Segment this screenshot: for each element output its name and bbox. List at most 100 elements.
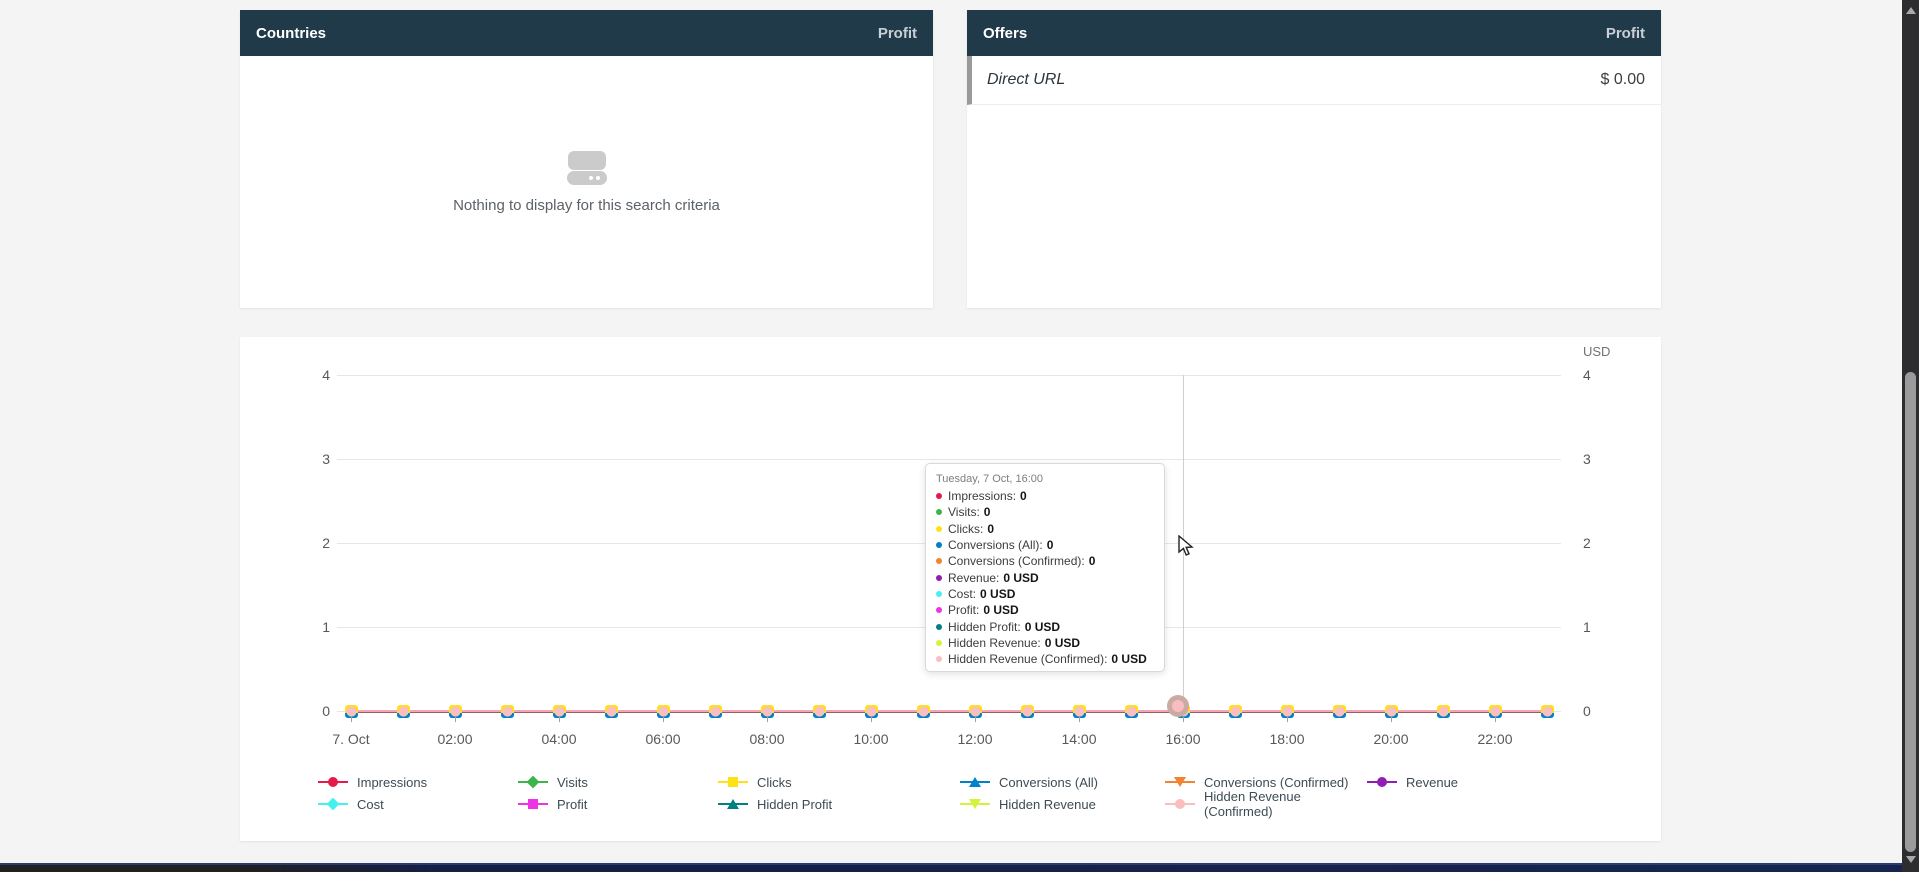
y-axis-tick-label-left: 1: [322, 619, 330, 635]
x-axis-tick: [975, 716, 976, 722]
tooltip-metric-label: Hidden Revenue:: [948, 635, 1041, 650]
data-point-19:00[interactable]: [1332, 704, 1346, 718]
scrollbar-down-arrow-icon[interactable]: [1905, 856, 1916, 863]
vertical-scrollbar-track[interactable]: [1902, 0, 1919, 872]
data-point-03:00[interactable]: [500, 704, 514, 718]
data-point-00:00[interactable]: [344, 704, 358, 718]
tooltip-metric-label: Clicks:: [948, 521, 984, 536]
data-point-05:00[interactable]: [604, 704, 618, 718]
x-axis-tick: [351, 716, 352, 722]
legend-item-impressions[interactable]: Impressions: [318, 771, 518, 793]
y-axis-tick-label-left: 2: [322, 535, 330, 551]
legend-item-revenue[interactable]: Revenue: [1367, 771, 1458, 793]
legend-label: Profit: [557, 796, 588, 812]
y-axis-tick-label-right: 0: [1583, 703, 1591, 719]
data-point-04:00[interactable]: [552, 704, 566, 718]
data-point-10:00[interactable]: [864, 704, 878, 718]
data-point-15:00[interactable]: [1124, 704, 1138, 718]
x-axis-tick-label: 7. Oct: [332, 731, 370, 747]
x-axis-tick-label: 16:00: [1165, 731, 1201, 747]
offers-row-list: Direct URL $ 0.00: [967, 56, 1661, 105]
data-point-09:00[interactable]: [812, 704, 826, 718]
legend-marker-icon: [318, 797, 348, 811]
offer-row[interactable]: Direct URL $ 0.00: [967, 56, 1661, 105]
data-point-01:00[interactable]: [396, 704, 410, 718]
legend-item-hidden-profit[interactable]: Hidden Profit: [718, 793, 960, 815]
scrollbar-up-arrow-icon[interactable]: [1905, 7, 1916, 14]
data-point-06:00[interactable]: [656, 704, 670, 718]
countries-panel-header: Countries Profit: [240, 10, 933, 56]
data-point-20:00[interactable]: [1384, 704, 1398, 718]
tooltip-metric: Conversions (Confirmed): 0: [936, 553, 1154, 569]
x-axis-tick: [663, 716, 664, 722]
legend-marker-icon: [318, 776, 348, 788]
legend-item-clicks[interactable]: Clicks: [718, 771, 960, 793]
tooltip-metric: Hidden Profit: 0 USD: [936, 618, 1154, 634]
offers-panel-header: Offers Profit: [967, 10, 1661, 56]
series-color-dot-icon: [936, 525, 942, 532]
legend-item-conversions-confirmed[interactable]: Conversions (Confirmed): [1165, 771, 1367, 793]
legend-item-visits[interactable]: Visits: [518, 771, 718, 793]
data-point-22:00[interactable]: [1488, 704, 1502, 718]
tooltip-metric-list: Impressions: 0 Visits: 0 Clicks: 0 Conversions…: [936, 488, 1154, 667]
offers-title: Offers: [983, 24, 1028, 42]
data-point-18:00[interactable]: [1280, 704, 1294, 718]
tooltip-metric: Revenue: 0 USD: [936, 569, 1154, 585]
tooltip-metric: Hidden Revenue (Confirmed): 0 USD: [936, 651, 1154, 667]
x-axis-tick: [1287, 716, 1288, 722]
legend-item-hidden-revenue-confirmed[interactable]: Hidden Revenue (Confirmed): [1165, 789, 1367, 819]
y-axis-tick-label-left: 4: [322, 367, 330, 383]
tooltip-metric: Cost: 0 USD: [936, 586, 1154, 602]
legend-item-hidden-revenue[interactable]: Hidden Revenue: [960, 793, 1165, 815]
offers-panel: Offers Profit Direct URL $ 0.00: [967, 10, 1661, 308]
data-point-23:00[interactable]: [1540, 704, 1554, 718]
x-axis-tick: [559, 716, 560, 722]
tooltip-metric-label: Visits:: [948, 505, 980, 520]
tooltip-metric-value: 0 USD: [983, 603, 1019, 618]
x-axis-tick-label: 08:00: [749, 731, 785, 747]
x-axis-tick-label: 18:00: [1269, 731, 1305, 747]
data-point-11:00[interactable]: [916, 704, 930, 718]
data-point-12:00[interactable]: [968, 704, 982, 718]
series-color-dot-icon: [936, 639, 942, 646]
data-point-13:00[interactable]: [1020, 704, 1034, 718]
tooltip-metric-label: Profit:: [948, 603, 980, 618]
tooltip-metric-label: Cost:: [948, 586, 977, 601]
tooltip-metric-value: 0 USD: [1111, 652, 1147, 667]
x-axis-tick: [1391, 716, 1392, 722]
tooltip-metric-label: Conversions (All):: [948, 538, 1043, 553]
tooltip-metric-value: 0 USD: [1044, 635, 1081, 650]
tooltip-metric-value: 0 USD: [1024, 619, 1061, 634]
gridline: [337, 459, 1561, 460]
data-point-02:00[interactable]: [448, 704, 462, 718]
series-color-dot-icon: [936, 574, 942, 581]
series-color-dot-icon: [936, 656, 942, 663]
tooltip-metric-value: 0: [987, 521, 995, 536]
legend-item-profit[interactable]: Profit: [518, 793, 718, 815]
tooltip-metric-value: 0: [983, 505, 991, 520]
series-color-dot-icon: [936, 558, 942, 565]
window-bottom-edge-bar: [0, 863, 1902, 872]
legend-item-conversions-all[interactable]: Conversions (All): [960, 771, 1165, 793]
tooltip-metric: Conversions (All): 0: [936, 537, 1154, 553]
data-point-08:00[interactable]: [760, 704, 774, 718]
legend-item-cost[interactable]: Cost: [318, 793, 518, 815]
data-point-17:00[interactable]: [1228, 704, 1242, 718]
data-point-14:00[interactable]: [1072, 704, 1086, 718]
countries-panel: Countries Profit Nothing to display for …: [240, 10, 933, 308]
y-axis-tick-label-right: 2: [1583, 535, 1591, 551]
x-axis-tick-label: 22:00: [1477, 731, 1513, 747]
x-axis-tick: [871, 716, 872, 722]
data-point-07:00[interactable]: [708, 704, 722, 718]
legend-label: Clicks: [757, 774, 792, 790]
hovered-data-point[interactable]: [1167, 695, 1189, 717]
mouse-cursor-icon: [1178, 535, 1194, 556]
series-line-flat-zero: [349, 710, 1551, 713]
tooltip-metric-label: Revenue:: [948, 570, 1000, 585]
x-axis-tick-label: 04:00: [541, 731, 577, 747]
data-point-21:00[interactable]: [1436, 704, 1450, 718]
tooltip-metric-value: 0: [1020, 489, 1027, 504]
legend-marker-icon: [1367, 776, 1397, 788]
scrollbar-thumb[interactable]: [1905, 372, 1916, 852]
